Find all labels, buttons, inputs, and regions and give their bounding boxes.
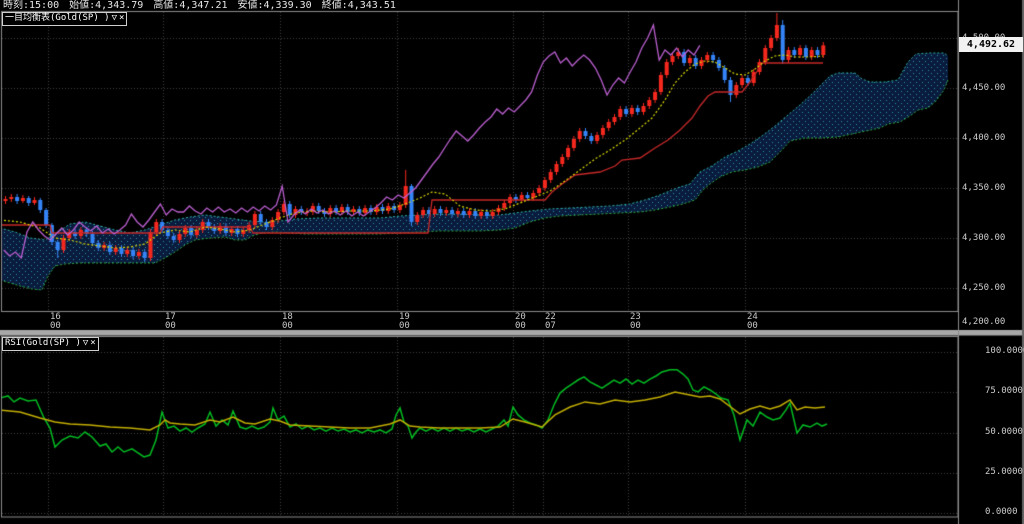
date-axis-day-24: 24 — [747, 312, 758, 322]
rsi-axis-label-75: 75.0000 — [985, 386, 1023, 397]
rsi-axis-label-100: 100.0000 — [985, 346, 1024, 356]
rsi-close-icon[interactable]: × — [90, 338, 96, 348]
date-axis-day-17: 17 — [165, 312, 176, 322]
date-axis-day-18: 18 — [282, 312, 293, 322]
rsi-indicator-label[interactable]: RSI(Gold(SP) ) ▽ × — [2, 337, 99, 351]
date-axis-hour-16: 00 — [50, 321, 61, 331]
rsi-axis-label-0: 0.0000 — [985, 507, 1018, 517]
date-axis-hour-22: 07 — [545, 321, 556, 331]
date-axis-hour-19: 00 — [399, 321, 410, 331]
date-axis-day-19: 19 — [399, 312, 410, 322]
date-axis-hour-23: 00 — [630, 321, 641, 331]
ichimoku-indicator-title: 一目均衡表(Gold(SP) ) — [5, 13, 110, 23]
price-axis-label-4300: 4,300.00 — [962, 233, 1006, 243]
current-price-badge: 4,492.62 — [959, 37, 1023, 52]
header-open: 始値:4,343.79 — [69, 0, 144, 11]
price-axis-label-4450: 4,450.00 — [962, 83, 1006, 93]
date-axis-hour-18: 00 — [282, 321, 293, 331]
date-axis-day-20: 20 — [515, 312, 526, 322]
date-axis-hour-17: 00 — [165, 321, 176, 331]
date-axis-hour-24: 00 — [747, 321, 758, 331]
ichimoku-indicator-label[interactable]: 一目均衡表(Gold(SP) ) ▽ × — [2, 12, 128, 26]
date-axis-hour-20: 00 — [515, 321, 526, 331]
header-low: 安値:4,339.30 — [237, 0, 312, 11]
rsi-collapse-icon[interactable]: ▽ — [82, 338, 89, 348]
ichimoku-collapse-icon[interactable]: ▽ — [111, 13, 118, 23]
rsi-indicator-title: RSI(Gold(SP) ) — [5, 338, 81, 348]
header-close: 終値:4,343.51 — [321, 0, 396, 11]
price-axis-label-4200: 4,200.00 — [962, 317, 1006, 327]
price-axis-label-4350: 4,350.00 — [962, 183, 1006, 193]
price-axis-label-4250: 4,250.00 — [962, 283, 1006, 293]
rsi-axis-label-25: 25.0000 — [985, 466, 1023, 477]
header-time: 時刻:15:00 — [3, 0, 60, 11]
rsi-axis-label-50: 50.0000 — [985, 426, 1023, 437]
price-axis-label-4400: 4,400.00 — [962, 133, 1006, 143]
header-high: 高値:4,347.21 — [153, 0, 228, 11]
date-axis-day-16: 16 — [50, 312, 61, 322]
ohlc-header: 時刻:15:00 始値:4,343.79 高値:4,347.21 安値:4,339.3… — [3, 0, 406, 11]
ichimoku-close-icon[interactable]: × — [119, 13, 125, 23]
date-axis-day-22: 22 — [545, 312, 556, 322]
date-axis-day-23: 23 — [630, 312, 641, 322]
